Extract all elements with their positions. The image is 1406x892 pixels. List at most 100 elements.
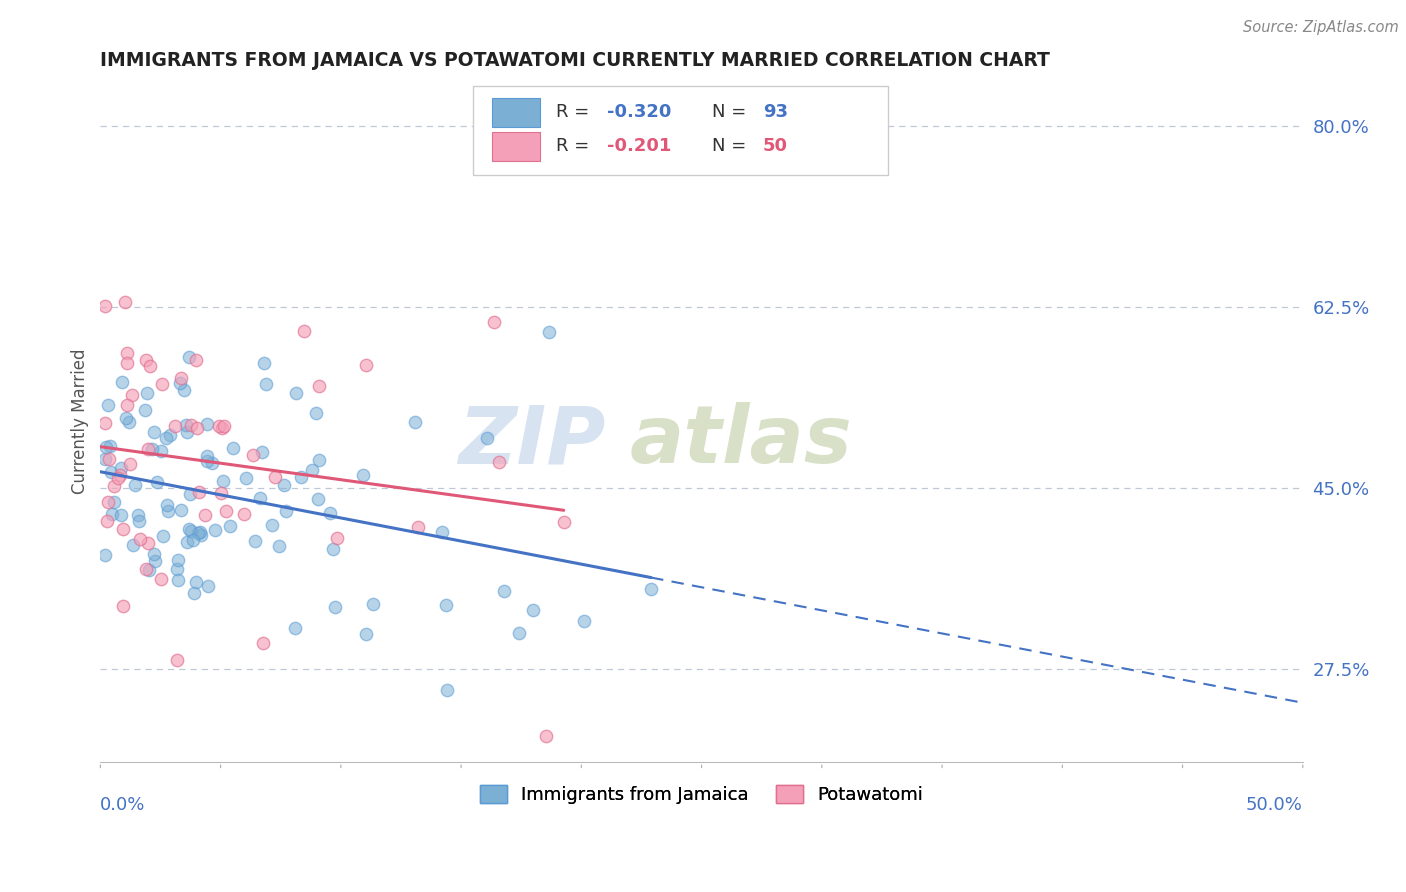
Point (274, 504, 297, 518)
FancyBboxPatch shape (492, 132, 540, 161)
Point (94, 300, 117, 314)
Text: atlas: atlas (630, 402, 852, 481)
Point (212, 475, 235, 489)
Point (110, 468, 132, 483)
Point (290, 470, 312, 484)
Point (263, 470, 285, 484)
Point (482, 314, 505, 328)
Point (98, 452, 121, 467)
Point (284, 621, 307, 635)
Point (404, 415, 426, 429)
Text: R =: R = (557, 103, 595, 121)
Point (149, 573, 172, 587)
Point (118, 415, 141, 429)
Text: 0.0%: 0.0% (100, 797, 146, 814)
Text: N =: N = (713, 137, 752, 155)
Point (110, 376, 132, 390)
Point (319, 507, 342, 521)
Point (166, 573, 188, 587)
Point (640, 582, 662, 596)
FancyBboxPatch shape (492, 98, 540, 127)
Point (98, 439, 121, 453)
Text: R =: R = (557, 137, 595, 155)
Point (170, 371, 193, 385)
Point (194, 508, 217, 522)
Legend: Immigrants from Jamaica, Potawatomi: Immigrants from Jamaica, Potawatomi (472, 778, 931, 811)
Text: Source: ZipAtlas.com: Source: ZipAtlas.com (1243, 20, 1399, 35)
Point (115, 346, 138, 360)
Point (208, 419, 231, 434)
FancyBboxPatch shape (472, 87, 889, 175)
Point (146, 475, 169, 489)
Point (508, 625, 530, 640)
Text: 50.0%: 50.0% (1246, 797, 1303, 814)
Point (115, 411, 138, 425)
Point (142, 425, 165, 439)
Point (177, 350, 200, 364)
Point (142, 547, 165, 561)
Point (180, 524, 202, 539)
Point (323, 600, 346, 615)
Point (111, 522, 134, 536)
Point (114, 294, 136, 309)
Point (222, 441, 245, 455)
Point (181, 533, 204, 547)
Point (107, 471, 129, 485)
Point (173, 384, 195, 398)
Point (121, 388, 143, 402)
Point (143, 554, 166, 568)
Point (253, 356, 276, 370)
Point (166, 553, 188, 567)
Point (139, 359, 162, 373)
Point (273, 478, 295, 492)
Point (436, 598, 458, 612)
Point (110, 508, 132, 522)
Point (141, 442, 163, 457)
Point (201, 457, 224, 471)
Point (262, 517, 284, 532)
Point (150, 444, 173, 458)
Point (184, 352, 207, 367)
Point (186, 421, 208, 435)
Point (243, 533, 266, 548)
Point (235, 471, 257, 485)
Point (96, 514, 118, 528)
Point (138, 563, 160, 577)
Point (212, 419, 235, 434)
Point (94, 452, 117, 467)
Point (94, 549, 117, 563)
Point (117, 398, 139, 412)
Point (152, 529, 174, 543)
Point (183, 585, 205, 599)
Point (96, 440, 118, 454)
Point (179, 487, 201, 501)
Point (356, 358, 378, 372)
Point (249, 491, 271, 505)
Point (304, 406, 326, 420)
Point (135, 562, 157, 576)
Point (211, 421, 233, 435)
Point (101, 507, 124, 521)
Point (127, 508, 149, 522)
Point (169, 376, 191, 391)
Point (129, 532, 152, 546)
Point (534, 730, 557, 744)
Point (284, 385, 307, 400)
Point (156, 504, 179, 518)
Y-axis label: Currently Married: Currently Married (72, 348, 89, 493)
Point (135, 352, 157, 367)
Point (138, 442, 160, 457)
Point (186, 574, 208, 589)
Point (494, 583, 516, 598)
Point (179, 522, 201, 536)
Point (252, 636, 274, 650)
Point (176, 425, 198, 439)
Point (301, 463, 323, 477)
Point (252, 445, 274, 459)
Point (174, 418, 197, 433)
Point (204, 523, 226, 537)
Point (522, 603, 544, 617)
Point (134, 403, 156, 417)
Point (122, 538, 145, 552)
Point (553, 516, 575, 530)
